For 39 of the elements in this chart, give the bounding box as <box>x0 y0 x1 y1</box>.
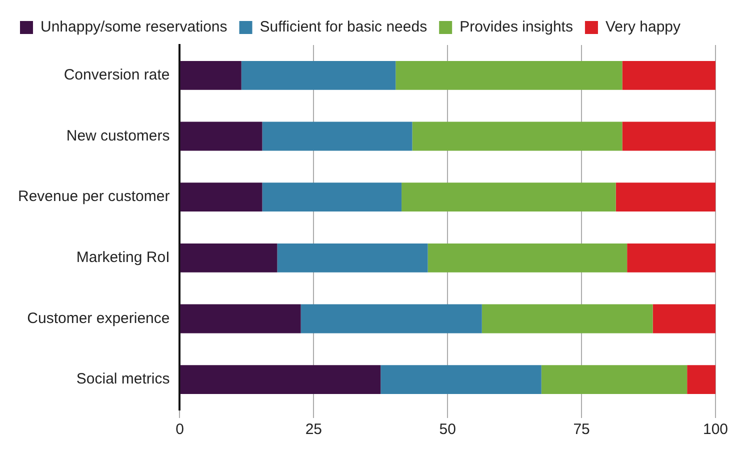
bar <box>482 304 653 334</box>
legend-label: Unhappy/some reservations <box>40 18 228 36</box>
y-tick-label: Social metrics <box>76 370 170 388</box>
bar <box>396 60 622 90</box>
bar <box>652 304 716 334</box>
bar <box>627 243 716 272</box>
bar <box>180 60 242 90</box>
x-tick-label: 0 <box>176 421 184 438</box>
bar <box>622 122 716 151</box>
y-tick-label: Customer experience <box>27 310 170 327</box>
bar <box>380 365 542 394</box>
bar <box>616 182 716 212</box>
x-tick-label: 25 <box>305 421 322 438</box>
bar <box>241 60 396 90</box>
bar <box>180 182 262 212</box>
bar <box>541 365 688 394</box>
bar <box>622 60 716 90</box>
bar <box>412 122 622 151</box>
bar <box>277 243 428 272</box>
bar <box>180 365 381 394</box>
x-tick-label: 75 <box>573 421 590 438</box>
y-tick-label: New customers <box>66 127 170 144</box>
y-tick-label: Marketing RoI <box>76 249 170 266</box>
bar <box>402 182 616 212</box>
x-tick-label: 50 <box>439 421 456 438</box>
bar <box>428 243 628 272</box>
legend-label: Very happy <box>605 18 682 36</box>
legend-label: Provides insights <box>460 18 573 36</box>
bar <box>300 304 482 334</box>
bar <box>687 365 716 394</box>
y-tick-label: Revenue per customer <box>18 188 170 206</box>
bar <box>262 182 402 212</box>
bar <box>262 122 412 151</box>
legend-label: Sufficient for basic needs <box>260 18 428 36</box>
bar <box>180 304 301 334</box>
y-tick-label: Conversion rate <box>64 66 170 84</box>
x-tick-label: 100 <box>702 421 728 438</box>
bar <box>180 122 262 151</box>
bar <box>180 243 278 272</box>
